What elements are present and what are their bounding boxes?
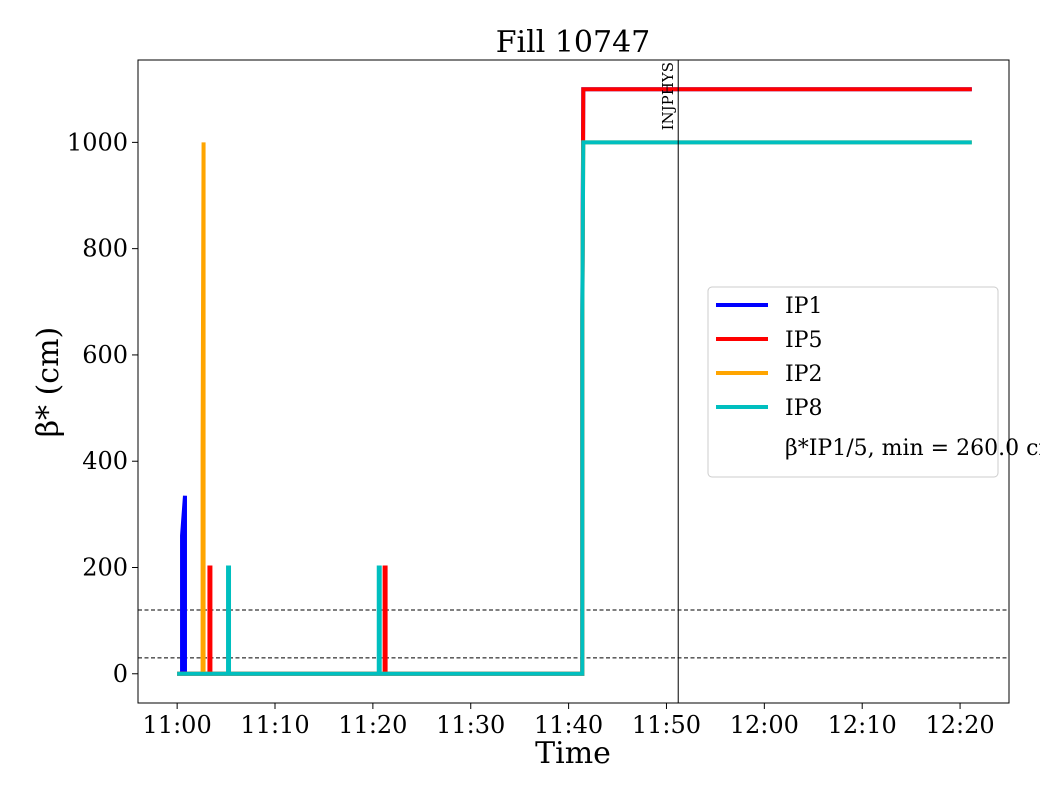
y-axis-label: β* (cm) [31,327,66,438]
series-line-ip8 [177,140,972,676]
axis-ticks: 11:00 11:10 11:20 11:30 11:40 11:50 12:00 12:10… [67,128,995,739]
legend-label-ip1: IP1 [785,294,823,319]
x-tick-label: 11:50 [632,711,701,739]
vertical-marker-label: INJPHYS [659,62,677,130]
legend-box [707,286,999,478]
y-tick-label: 0 [113,660,128,688]
legend-label-ip5: IP5 [785,328,823,353]
x-tick-label: 11:30 [436,711,505,739]
x-tick-label: 12:00 [730,711,799,739]
chart-title: Fill 10747 [496,25,651,60]
x-tick-label: 11:10 [240,711,309,739]
legend: IP1 IP5 IP2 IP8 β*IP1/5, min = 260.0 cm [707,286,1040,478]
x-tick-label: 11:00 [143,711,212,739]
legend-label-ip8: IP8 [785,396,823,421]
x-axis-label: Time [535,736,611,771]
y-tick-label: 1000 [67,128,128,156]
y-tick-label: 200 [82,553,128,581]
y-tick-label: 400 [82,447,128,475]
legend-label-beta-min: β*IP1/5, min = 260.0 cm [785,436,1040,461]
y-tick-label: 600 [82,341,128,369]
plot-frame [137,59,1010,704]
x-tick-label: 11:40 [534,711,603,739]
y-tick-label: 800 [82,235,128,263]
plot-area: INJPHYS [138,60,1009,703]
x-tick-label: 12:10 [828,711,897,739]
x-tick-label: 11:20 [338,711,407,739]
legend-label-ip2: IP2 [785,362,823,387]
x-tick-label: 12:20 [925,711,994,739]
